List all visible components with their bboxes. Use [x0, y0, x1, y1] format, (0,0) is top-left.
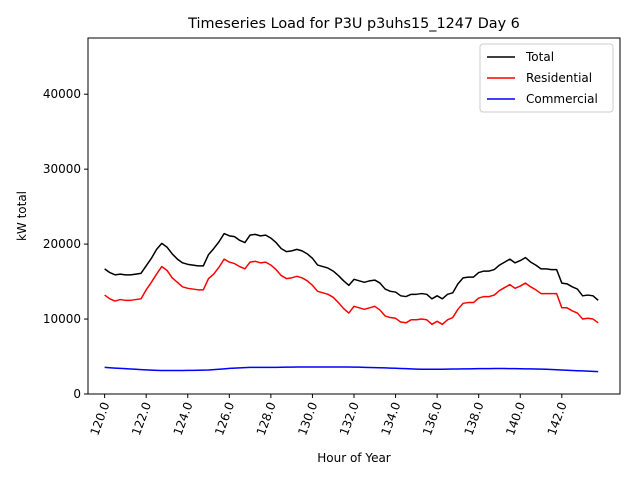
x-axis-label: Hour of Year [317, 451, 391, 465]
legend: Total Residential Commercial [479, 43, 614, 113]
series-lines [104, 232, 599, 373]
plot-frame [87, 37, 621, 395]
y-tick-label: 10000 [43, 312, 81, 326]
y-tick-label: 40000 [43, 87, 81, 101]
legend-box [479, 43, 614, 113]
y-axis-ticks: 0 10000 20000 30000 40000 [43, 87, 88, 401]
series-line-total [104, 232, 599, 301]
legend-label-residential: Residential [526, 71, 592, 85]
chart-title: Timeseries Load for P3U p3uhs15_1247 Day… [187, 16, 520, 32]
y-tick-label: 30000 [43, 162, 81, 176]
y-axis-label: kW total [15, 191, 29, 241]
y-tick-label: 20000 [43, 237, 81, 251]
series-line-commercial [104, 366, 599, 373]
legend-label-commercial: Commercial [526, 92, 598, 106]
series-line-residential [104, 258, 599, 326]
legend-label-total: Total [525, 50, 554, 64]
y-tick-label: 0 [73, 387, 81, 401]
